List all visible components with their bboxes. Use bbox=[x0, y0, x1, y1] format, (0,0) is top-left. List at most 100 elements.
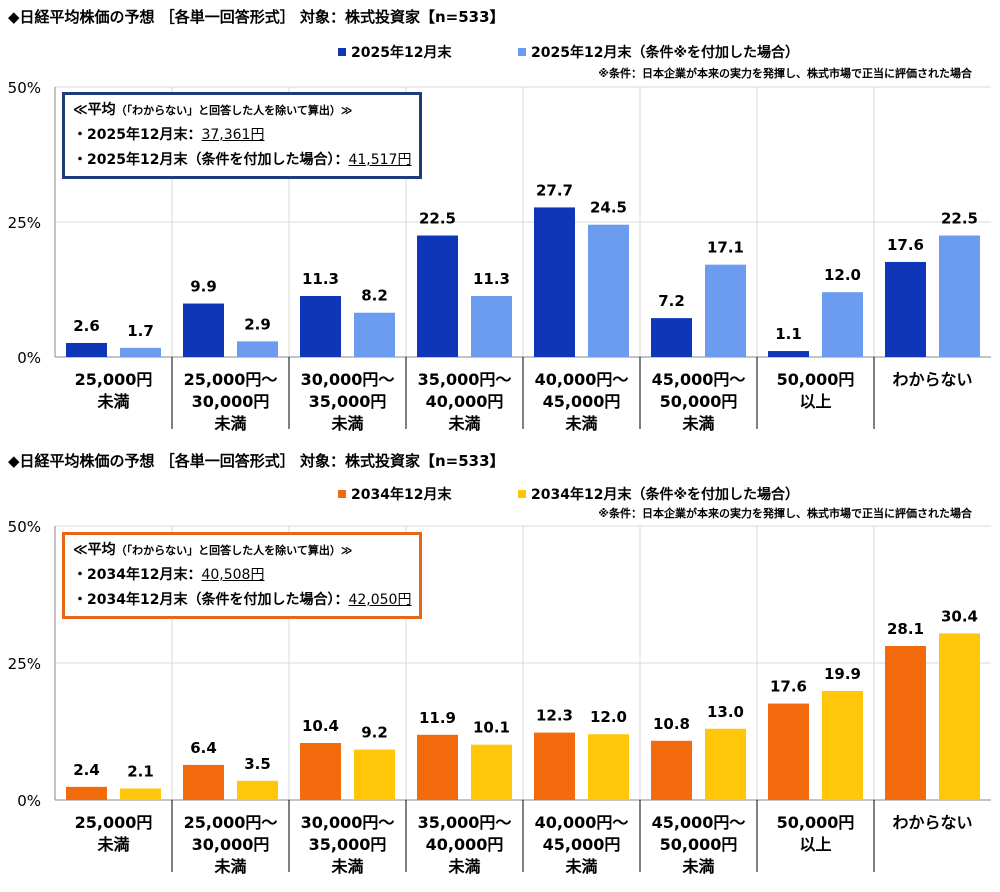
data-label: 28.1 bbox=[887, 620, 924, 638]
data-label: 24.5 bbox=[590, 199, 627, 217]
data-label: 22.5 bbox=[941, 210, 978, 228]
x-tick-label: 未満 bbox=[213, 857, 246, 876]
data-label: 11.3 bbox=[473, 270, 510, 288]
bar bbox=[534, 207, 575, 357]
x-tick-label: 45,000円～ bbox=[652, 370, 746, 389]
legend-label: 2025年12月末 bbox=[351, 45, 452, 61]
average-box: ≪平均（「わからない」と回答した人を除いて算出）≫ ・2025年12月末：37,… bbox=[62, 92, 423, 179]
y-tick-label: 0% bbox=[17, 792, 41, 810]
x-tick-label: 40,000円～ bbox=[535, 813, 629, 832]
y-tick-label: 25% bbox=[8, 214, 41, 232]
data-label: 30.4 bbox=[941, 607, 978, 625]
legend-item-series-1: 2034年12月末 bbox=[338, 484, 451, 504]
avg-line1-label: ・2034年12月末： bbox=[73, 567, 202, 583]
x-tick-label: 25,000円 bbox=[75, 370, 153, 389]
x-tick-label: 35,000円 bbox=[309, 392, 387, 411]
data-label: 1.1 bbox=[775, 325, 802, 343]
bar bbox=[588, 734, 629, 800]
x-tick-label: 以上 bbox=[799, 392, 831, 411]
legend-swatch bbox=[518, 48, 526, 56]
bar bbox=[939, 633, 980, 800]
x-tick-label: 40,000円～ bbox=[535, 370, 629, 389]
data-label: 8.2 bbox=[361, 287, 388, 305]
data-label: 2.4 bbox=[73, 761, 100, 779]
data-label: 11.3 bbox=[302, 270, 339, 288]
x-tick-label: 40,000円 bbox=[426, 835, 504, 854]
bar bbox=[120, 347, 161, 357]
avg-line1-value: 40,508円 bbox=[201, 567, 265, 583]
data-label: 13.0 bbox=[707, 703, 744, 721]
chart-note: ※条件：日本企業が本来の実力を発揮し、株式市場で正当に評価された場合 bbox=[598, 67, 972, 80]
data-label: 9.2 bbox=[361, 724, 388, 742]
x-tick-label: 未満 bbox=[681, 857, 714, 876]
avg-heading-note: （「わからない」と回答した人を除いて算出）≫ bbox=[115, 104, 353, 117]
bar bbox=[651, 318, 692, 357]
x-tick-label: 30,000円～ bbox=[301, 813, 395, 832]
x-tick-label: 未満 bbox=[681, 414, 714, 433]
data-label: 7.2 bbox=[658, 292, 685, 310]
x-tick-label: 50,000円 bbox=[660, 392, 738, 411]
avg-heading: ≪平均 bbox=[73, 542, 116, 558]
y-tick-label: 50% bbox=[8, 518, 41, 536]
bar bbox=[768, 703, 809, 800]
x-tick-label: わからない bbox=[892, 813, 972, 832]
bar bbox=[417, 734, 458, 800]
bar bbox=[939, 235, 980, 357]
data-label: 6.4 bbox=[190, 739, 217, 757]
avg-heading-note: （「わからない」と回答した人を除いて算出）≫ bbox=[115, 544, 353, 557]
bar bbox=[822, 292, 863, 357]
data-label: 11.9 bbox=[419, 709, 456, 727]
legend-label: 2034年12月末 bbox=[351, 487, 452, 503]
avg-line2-label: ・2034年12月末（条件を付加した場合）： bbox=[73, 592, 349, 608]
x-tick-label: 未満 bbox=[447, 857, 480, 876]
x-tick-label: 未満 bbox=[213, 414, 246, 433]
x-tick-label: 25,000円～ bbox=[184, 370, 278, 389]
x-tick-label: 未満 bbox=[330, 857, 363, 876]
data-label: 17.6 bbox=[887, 236, 924, 254]
x-tick-label: 45,000円～ bbox=[652, 813, 746, 832]
x-tick-label: 30,000円 bbox=[192, 835, 270, 854]
x-tick-label: 30,000円～ bbox=[301, 370, 395, 389]
data-label: 17.1 bbox=[707, 239, 744, 257]
data-label: 22.5 bbox=[419, 210, 456, 228]
bar bbox=[705, 728, 746, 800]
bar bbox=[471, 295, 512, 357]
legend-swatch bbox=[338, 490, 346, 498]
legend-item-series-1: 2025年12月末 bbox=[338, 42, 451, 62]
data-label: 1.7 bbox=[127, 322, 154, 340]
x-tick-label: 25,000円～ bbox=[184, 813, 278, 832]
bar bbox=[300, 743, 341, 800]
x-tick-label: 未満 bbox=[330, 414, 363, 433]
legend-label: 2034年12月末（条件※を付加した場合） bbox=[531, 487, 800, 503]
x-tick-label: 未満 bbox=[96, 392, 129, 411]
bar bbox=[417, 235, 458, 357]
avg-line2-label: ・2025年12月末（条件を付加した場合）： bbox=[73, 152, 349, 168]
y-tick-label: 50% bbox=[8, 79, 41, 97]
data-label: 27.7 bbox=[536, 181, 573, 199]
x-tick-label: 45,000円 bbox=[543, 392, 621, 411]
bar bbox=[237, 780, 278, 800]
data-label: 12.0 bbox=[824, 266, 861, 284]
chart-note: ※条件：日本企業が本来の実力を発揮し、株式市場で正当に評価された場合 bbox=[598, 507, 972, 520]
data-label: 12.3 bbox=[536, 707, 573, 725]
x-tick-label: 以上 bbox=[799, 835, 831, 854]
avg-line2-value: 42,050円 bbox=[348, 592, 412, 608]
average-box: ≪平均（「わからない」と回答した人を除いて算出）≫ ・2034年12月末：40,… bbox=[62, 532, 423, 619]
x-tick-label: 未満 bbox=[564, 414, 597, 433]
data-label: 2.9 bbox=[244, 315, 271, 333]
x-tick-label: 40,000円 bbox=[426, 392, 504, 411]
legend-item-series-2: 2025年12月末（条件※を付加した場合） bbox=[518, 42, 799, 62]
x-tick-label: 35,000円～ bbox=[418, 370, 512, 389]
x-tick-label: 35,000円～ bbox=[418, 813, 512, 832]
x-tick-label: 50,000円 bbox=[777, 370, 855, 389]
bar bbox=[651, 740, 692, 800]
bar bbox=[471, 744, 512, 800]
avg-line1-label: ・2025年12月末： bbox=[73, 127, 202, 143]
x-tick-label: 未満 bbox=[96, 835, 129, 854]
bar bbox=[300, 295, 341, 357]
bar bbox=[534, 732, 575, 800]
x-tick-label: わからない bbox=[892, 370, 972, 389]
data-label: 3.5 bbox=[244, 755, 271, 773]
bar bbox=[354, 312, 395, 357]
x-tick-label: 未満 bbox=[564, 857, 597, 876]
